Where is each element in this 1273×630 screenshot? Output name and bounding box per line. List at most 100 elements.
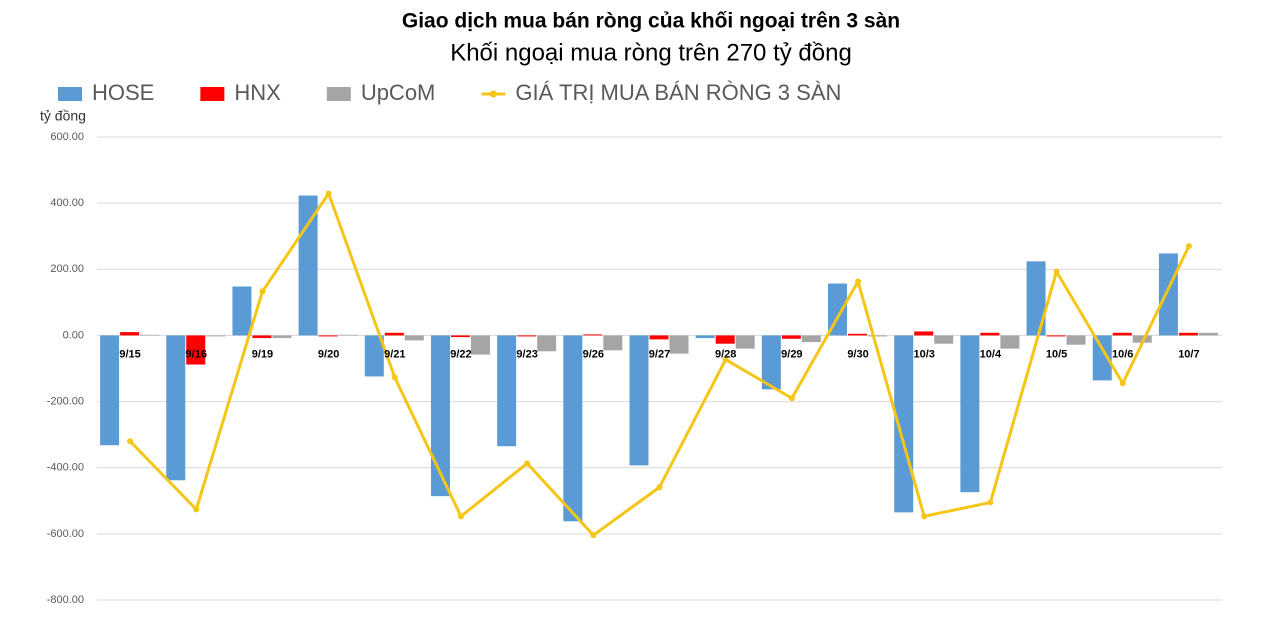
chart-subtitle: Khối ngoại mua ròng trên 270 tỷ đồng [450,39,852,66]
bar [1158,253,1178,336]
bar [364,335,384,377]
bar [695,335,715,339]
x-tick-label: 9/19 [252,348,273,360]
line-point [1119,380,1126,387]
bar [140,334,160,336]
bar [629,335,649,466]
y-tick-label: -600.00 [47,528,84,540]
line-point [259,288,266,295]
bar [563,335,583,522]
x-tick-label: 9/16 [186,348,207,360]
bar [894,335,914,513]
x-tick-label: 9/29 [781,348,802,360]
bar [450,335,470,338]
bar [497,335,517,447]
legend-swatch [58,87,82,101]
bar [603,335,623,351]
x-tick-label: 9/21 [384,348,405,360]
bar [1066,335,1086,345]
line-point [127,438,134,445]
bar [206,335,226,337]
x-tick-label: 9/22 [450,348,471,360]
line-point [788,395,795,402]
y-tick-label: 600.00 [50,131,84,143]
bar [781,335,801,339]
chart-title: Giao dịch mua bán ròng của khối ngoại tr… [402,10,900,33]
x-tick-label: 9/28 [715,348,736,360]
bar [868,335,888,337]
line-point [457,513,464,520]
bar [914,331,934,336]
y-axis-label: tỷ đồng [40,108,86,124]
bar [272,335,292,339]
line-point [1185,243,1192,250]
x-tick-label: 10/4 [980,348,1002,360]
legend-label: HOSE [92,80,154,105]
line [129,192,1191,537]
legend-swatch [326,87,351,101]
bar [252,335,272,339]
bar [404,335,424,341]
y-tick-label: -800.00 [47,594,84,606]
bar [470,335,490,355]
bar [1092,335,1112,381]
bar [828,283,848,336]
bar [980,332,1000,336]
legend-label: GIÁ TRỊ MUA BÁN RÒNG 3 SÀN [515,80,841,105]
x-tick-label: 10/7 [1178,348,1199,360]
x-tick-label: 9/26 [583,348,604,360]
y-tick-label: -200.00 [47,395,84,407]
y-tick-label: 0.00 [63,329,84,341]
line-point [656,484,663,491]
line-point [1053,268,1060,275]
y-tick-label: 400.00 [50,197,84,209]
bar [761,335,781,390]
y-tick-label: -400.00 [47,462,84,474]
legend-label: HNX [234,80,281,105]
bar [1046,335,1066,337]
line-point [524,460,531,467]
bar [430,335,450,497]
x-tick-label: 9/23 [516,348,537,360]
bar [960,335,980,493]
line-point [590,532,597,539]
bar [384,332,404,336]
legend-swatch [489,90,497,98]
bar [848,333,868,336]
x-tick-label: 9/20 [318,348,339,360]
bar [649,335,669,340]
bar [517,335,537,337]
legend-swatch [200,87,225,101]
bar [232,286,252,336]
bar [735,335,755,349]
bar [1026,261,1046,336]
bar [537,335,557,352]
bar [1000,335,1020,349]
bar [318,335,338,337]
line-point [855,278,862,285]
bar [120,332,140,336]
bar [186,335,206,365]
line-point [987,499,994,506]
bar [1132,335,1152,343]
x-tick-label: 9/27 [649,348,670,360]
bar [1178,332,1198,336]
legend-label: UpCoM [361,80,436,105]
x-tick-label: 10/5 [1046,348,1067,360]
bar [715,335,735,344]
bar [166,335,186,481]
x-tick-label: 10/6 [1112,348,1133,360]
line-point [722,356,729,363]
line-point [921,513,928,520]
x-tick-label: 9/30 [847,348,868,360]
x-tick-label: 9/15 [119,348,140,360]
y-tick-label: 200.00 [50,263,84,275]
bar [583,334,603,336]
line-point [325,190,332,197]
bar [338,334,358,336]
x-tick-label: 10/3 [913,348,934,360]
line-point [391,374,398,381]
bar [801,335,821,343]
line-point [193,506,200,513]
